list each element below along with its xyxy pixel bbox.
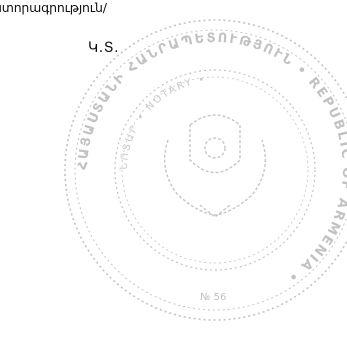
seal-rings: [64, 19, 347, 321]
seal-inner-text: ՆՈՏԱՐ • NOTARY •: [119, 74, 207, 170]
seal-number: № 56: [200, 292, 226, 303]
stamp-place-label: Կ.Տ.: [88, 40, 120, 56]
coat-of-arms-emblem: [164, 114, 266, 218]
seal-ring-text: ՀԱՅԱՍՏԱՆԻ ՀԱՆՐԱՊԵՏՈՒԹՅՈՒՆ • REPUBLIC OF …: [76, 31, 347, 286]
signature-label: ստորագրություն/: [0, 0, 107, 15]
